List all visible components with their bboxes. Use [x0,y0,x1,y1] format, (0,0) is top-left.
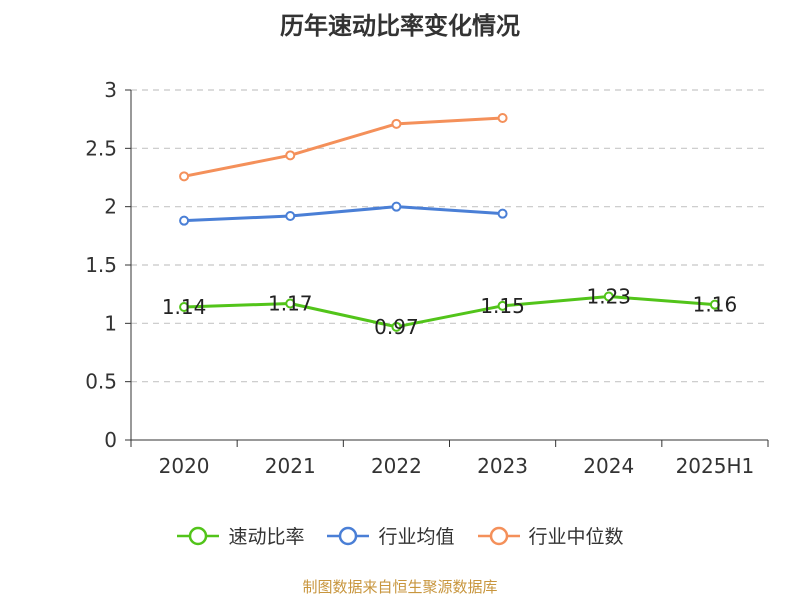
data-point [285,150,296,161]
y-tick-label: 3 [104,78,117,102]
data-point [391,201,402,212]
chart-title: 历年速动比率变化情况 [280,12,520,40]
data-point [497,113,508,123]
data-point [179,171,190,182]
axes: 0 0.5 1 1.5 2 2.5 3 2020 2021 2022 2023 2024 2025H1 [85,78,769,478]
legend-label: 行业中位数 [528,526,624,548]
data-point [179,302,190,312]
legend-line-marker-icon [177,526,220,545]
data-label: 0.97 [374,315,419,339]
legend-item-quick-ratio[interactable]: 速动比率 [176,522,304,549]
legend-item-industry-mean[interactable]: 行业均值 [326,522,455,549]
source-note: 制图数据来自恒生聚源数据库 [302,578,498,596]
legend-item-industry-median[interactable]: 行业中位数 [477,522,624,549]
legend-label: 行业均值 [378,526,455,548]
data-label: 1.14 [162,295,207,319]
legend-line-marker-icon [327,526,370,545]
gridlines [131,89,768,383]
x-tick-label: 2022 [371,454,422,478]
legend-label: 速动比率 [228,526,305,548]
data-point [603,291,614,302]
legend: 速动比率 行业均值 行业中位数 [0,522,800,549]
series-line [184,205,503,223]
legend-line-marker-icon [477,526,520,545]
data-point [391,321,402,332]
y-tick-label: 2 [104,195,117,219]
data-label: 1.16 [693,293,738,317]
y-tick-label: 1.5 [85,253,117,277]
data-point [285,211,296,221]
data-label: 1.23 [586,285,631,309]
data-point [179,215,190,226]
series-line [183,116,503,178]
data-label: 1.15 [480,294,525,318]
y-tick-label: 0 [104,428,117,452]
x-tick-label: 2023 [477,454,528,478]
data-point [391,118,402,129]
y-tick-label: 1 [104,311,117,335]
series-line [184,295,716,329]
data-labels: 1.14 1.17 0.97 1.15 1.23 1.16 [162,285,737,339]
y-tick-label: 2.5 [85,136,117,160]
x-tick-label: 2024 [583,454,634,478]
y-tick-label: 0.5 [85,370,117,394]
x-tick-label: 2021 [265,454,316,478]
x-tick-label: 2025H1 [676,454,755,478]
data-point [285,298,296,309]
data-point [497,300,508,311]
data-point [709,299,720,310]
series-lines [179,113,720,332]
data-point [497,208,508,219]
data-label: 1.17 [268,292,313,316]
x-tick-label: 2020 [159,454,210,478]
